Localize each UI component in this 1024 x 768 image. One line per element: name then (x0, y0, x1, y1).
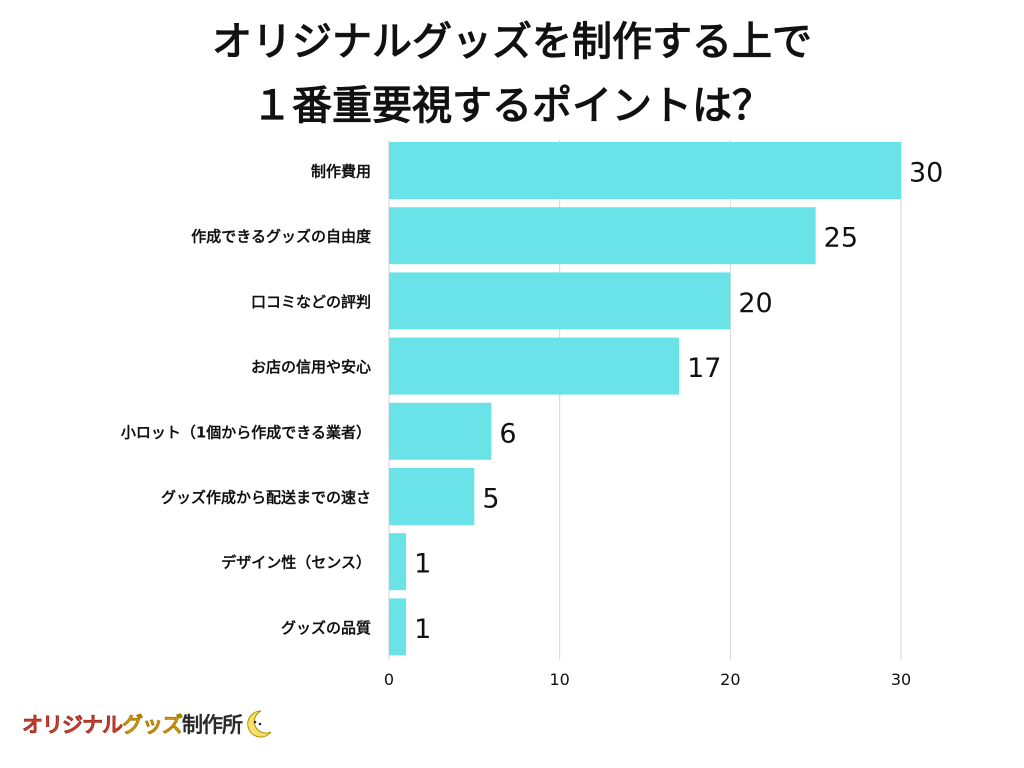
category-label: グッズの品質 (281, 619, 371, 637)
value-label: 20 (738, 288, 772, 319)
value-label: 30 (909, 158, 943, 189)
x-tick-label: 10 (549, 670, 569, 689)
value-label: 6 (499, 418, 516, 449)
value-label: 25 (824, 223, 858, 254)
category-label: 小ロット（1個から作成できる業者） (121, 423, 371, 441)
category-label: 制作費用 (311, 163, 371, 181)
x-tick-label: 30 (891, 670, 911, 689)
x-tick-label: 0 (384, 670, 394, 689)
category-label: 作成できるグッズの自由度 (191, 228, 372, 246)
x-tick-label: 20 (720, 670, 740, 689)
category-label: お店の信用や安心 (251, 358, 371, 376)
category-label: 口コミなどの評判 (251, 293, 371, 311)
bar-2 (389, 207, 816, 265)
value-label: 5 (482, 484, 499, 515)
value-label: 1 (414, 614, 431, 645)
bar-7 (389, 533, 407, 591)
logo-text-part2: グッズ (122, 713, 184, 738)
chart-title-line1: オリジナルグッズを制作する上で (212, 19, 812, 65)
logo-text: オリジナルグッズ制作所 (22, 709, 243, 739)
bar-8 (389, 598, 407, 656)
value-label: 1 (414, 549, 431, 580)
bar-5 (389, 402, 492, 460)
bar-3 (389, 272, 731, 330)
bar-6 (389, 468, 475, 525)
bar-1 (389, 142, 901, 199)
moon-icon (247, 710, 272, 738)
value-label: 17 (687, 353, 721, 384)
logo-text-part3: 制作所 (182, 713, 243, 737)
logo-text-part1: オリジナル (22, 713, 124, 738)
brand-logo[interactable]: オリジナルグッズ制作所 (22, 706, 274, 742)
chart-title-line2: １番重要視するポイントは？ (252, 83, 772, 129)
category-label: グッズ作成から配送までの速さ (161, 489, 371, 507)
category-label: デザイン性（センス） (221, 554, 371, 572)
bar-chart: 0 10 20 30 制作費用 30 作成できるグッズの自由度 25 口コミなどの評判 20 お店の… (121, 140, 943, 689)
bar-4 (389, 337, 680, 395)
